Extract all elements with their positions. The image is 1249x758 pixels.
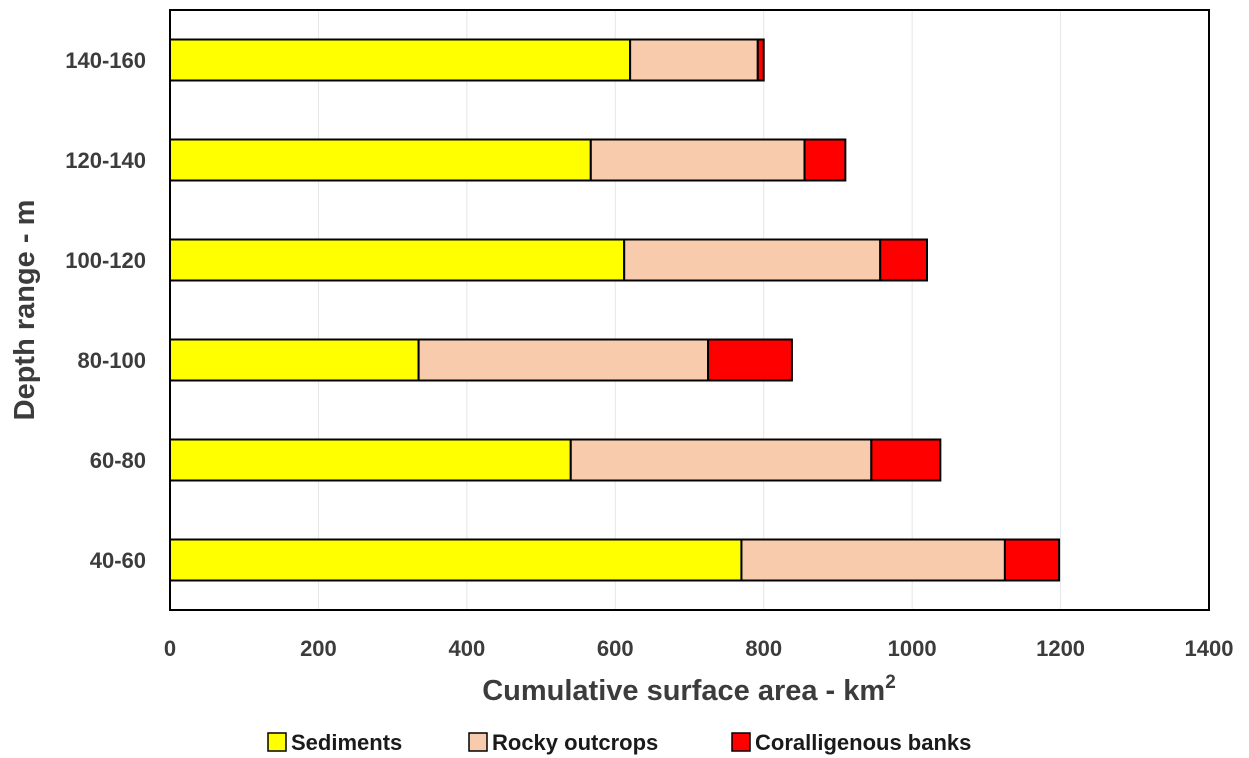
y-tick-labels: 40-60 60-80 80-100 100-120 120-140 140-160 — [65, 48, 146, 573]
plot-area — [169, 9, 1210, 611]
bar-segment — [1003, 538, 1061, 582]
legend-swatch — [468, 732, 488, 752]
y-tick-label: 100-120 — [65, 248, 146, 273]
legend-label: Sediments — [291, 730, 402, 755]
bar-segment — [870, 438, 942, 482]
x-tick-label: 800 — [745, 636, 782, 661]
bar-segment — [629, 38, 759, 82]
y-tick-label: 40-60 — [90, 548, 146, 573]
y-axis-title: Depth range - m — [9, 200, 41, 421]
x-tick-label: 1000 — [888, 636, 937, 661]
bar-segment — [740, 538, 1006, 582]
bar-segment — [169, 238, 626, 282]
bars — [169, 38, 1061, 582]
x-axis-title-main: Cumulative surface area - km — [482, 675, 885, 707]
legend-label: Rocky outcrops — [492, 730, 658, 755]
y-tick-label: 120-140 — [65, 148, 146, 173]
legend-label: Coralligenous banks — [755, 730, 971, 755]
x-tick-label: 400 — [448, 636, 485, 661]
bar-segment — [169, 338, 420, 382]
x-tick-label: 1400 — [1185, 636, 1234, 661]
x-tick-label: 600 — [597, 636, 634, 661]
legend: Sediments Rocky outcrops Coralligenous ban… — [267, 730, 971, 755]
legend-swatch — [731, 732, 751, 752]
bar-segment — [169, 538, 743, 582]
gridlines — [317, 10, 1062, 610]
x-tick-label: 0 — [164, 636, 176, 661]
bar-segment — [803, 138, 847, 182]
y-tick-label: 80-100 — [77, 348, 146, 373]
legend-swatch — [267, 732, 287, 752]
bar-segment — [169, 438, 572, 482]
bar-segment — [169, 138, 592, 182]
x-tick-labels: 0 200 400 600 800 1000 1200 1400 — [164, 636, 1234, 661]
x-axis-title: Cumulative surface area - km2 — [482, 672, 896, 707]
bar-segment — [569, 438, 873, 482]
y-tick-label: 60-80 — [90, 448, 146, 473]
bar-segment — [879, 238, 928, 282]
bar-segment — [623, 238, 882, 282]
bar-segment — [707, 338, 793, 382]
x-tick-label: 1200 — [1036, 636, 1085, 661]
bar-segment — [589, 138, 806, 182]
x-tick-label: 200 — [300, 636, 337, 661]
x-axis-title-superscript: 2 — [885, 672, 896, 693]
bar-segment — [169, 38, 632, 82]
bar-segment — [417, 338, 710, 382]
y-tick-label: 140-160 — [65, 48, 146, 73]
bar-segment — [756, 38, 765, 82]
